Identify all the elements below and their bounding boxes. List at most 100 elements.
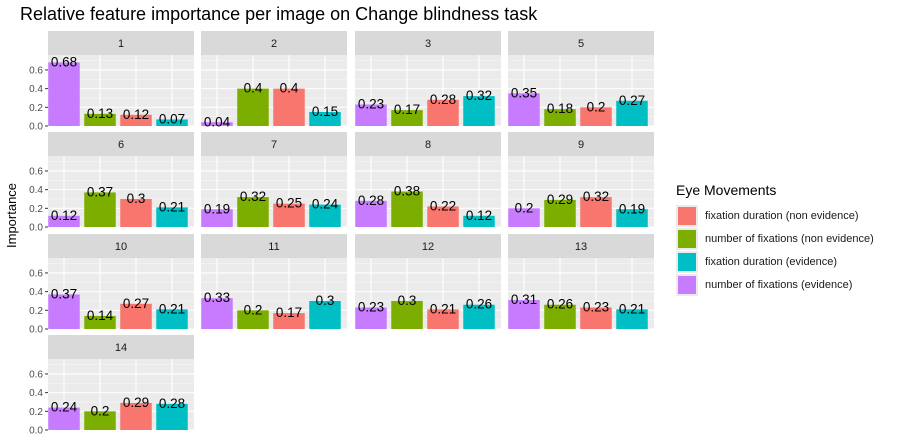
- y-tick-label: 0.6: [29, 65, 43, 76]
- facet-strip: [48, 132, 194, 156]
- bar: [237, 310, 269, 329]
- bar: [616, 309, 648, 329]
- bar: [48, 62, 80, 126]
- bar: [508, 300, 540, 329]
- bar: [120, 402, 152, 430]
- data-label: 0.35: [511, 85, 537, 100]
- bar: [309, 204, 341, 227]
- bar: [201, 298, 233, 329]
- y-tick-label: 0.0: [29, 325, 43, 336]
- facet-strip-label: 11: [268, 241, 279, 253]
- y-tick-label: 0.2: [29, 306, 43, 317]
- bar: [48, 215, 80, 227]
- bar: [508, 208, 540, 227]
- legend-label: number of fixations (evidence): [705, 278, 853, 291]
- data-label: 0.32: [466, 88, 492, 103]
- bar: [463, 304, 495, 329]
- bar: [427, 309, 459, 329]
- data-label: 0.12: [123, 107, 149, 122]
- bar: [120, 198, 152, 227]
- legend-item: number of fixations (non evidence): [676, 227, 874, 250]
- data-label: 0.33: [204, 290, 230, 305]
- facet-strip-label: 12: [422, 241, 434, 253]
- bar: [544, 304, 576, 329]
- bar: [580, 307, 612, 329]
- bar: [580, 197, 612, 227]
- y-tick-label: 0.0: [29, 122, 43, 133]
- legend-title: Eye Movements: [676, 182, 777, 198]
- facet-strip: [508, 132, 654, 156]
- legend-label: fixation duration (evidence): [705, 255, 838, 268]
- bar: [84, 192, 116, 227]
- legend-key: [676, 227, 698, 250]
- data-label: 0.21: [159, 301, 185, 316]
- facet-strip-label: 13: [575, 241, 587, 253]
- facet-strip: [48, 335, 194, 359]
- bar: [355, 200, 387, 227]
- bar: [156, 403, 188, 430]
- y-tick-label: 0.2: [29, 407, 43, 418]
- legend-swatch: [678, 252, 696, 271]
- facet-strip-label: 3: [425, 38, 431, 50]
- data-label: 0.24: [312, 197, 339, 212]
- data-label: 0.4: [280, 81, 299, 96]
- bar: [273, 313, 305, 329]
- y-tick-label: 0.4: [29, 388, 43, 399]
- data-label: 0.26: [466, 297, 492, 312]
- legend-key: [676, 204, 698, 227]
- legend-label: fixation duration (non evidence): [705, 209, 859, 222]
- bar: [463, 96, 495, 126]
- legend-item: fixation duration (evidence): [676, 250, 874, 273]
- data-label: 0.3: [316, 293, 335, 308]
- data-label: 0.2: [515, 200, 534, 215]
- facet-strip: [508, 234, 654, 258]
- legend-key: [676, 250, 698, 273]
- data-label: 0.27: [123, 296, 149, 311]
- data-label: 0.28: [159, 396, 185, 411]
- legend-swatch: [678, 206, 696, 225]
- data-label: 0.2: [91, 403, 110, 418]
- data-label: 0.2: [587, 99, 606, 114]
- bar: [273, 203, 305, 227]
- facet-strip: [355, 234, 501, 258]
- bar: [508, 93, 540, 126]
- bar: [273, 88, 305, 126]
- bar: [120, 303, 152, 329]
- data-label: 0.3: [127, 191, 146, 206]
- bar: [391, 110, 423, 126]
- facet-strip: [48, 31, 194, 55]
- facet-strip-label: 2: [271, 38, 277, 50]
- bar: [156, 119, 188, 126]
- bar: [616, 209, 648, 227]
- bar: [156, 309, 188, 329]
- data-label: 0.68: [51, 54, 77, 69]
- bar: [355, 104, 387, 126]
- facet-strip: [48, 234, 194, 258]
- data-label: 0.21: [619, 301, 645, 316]
- data-label: 0.28: [358, 193, 384, 208]
- bar: [48, 294, 80, 329]
- bar: [427, 206, 459, 227]
- data-label: 0.26: [547, 297, 573, 312]
- data-label: 0.19: [619, 201, 645, 216]
- legend-label: number of fixations (non evidence): [705, 232, 874, 245]
- data-label: 0.21: [430, 301, 456, 316]
- data-label: 0.25: [276, 196, 302, 211]
- legend: Eye Movements fixation duration (non evi…: [676, 182, 874, 296]
- facet-strip: [201, 234, 347, 258]
- legend-items: fixation duration (non evidence) number o…: [676, 204, 874, 296]
- bar: [309, 111, 341, 126]
- bar: [237, 197, 269, 227]
- bar: [237, 88, 269, 126]
- bar: [309, 300, 341, 329]
- chart-title: Relative feature importance per image on…: [20, 4, 538, 24]
- data-label: 0.2: [244, 302, 263, 317]
- legend-swatch: [678, 229, 696, 248]
- legend-key: [676, 273, 698, 296]
- bar: [84, 315, 116, 329]
- bar: [48, 407, 80, 430]
- data-label: 0.12: [466, 208, 492, 223]
- data-label: 0.15: [312, 104, 338, 119]
- bar: [427, 99, 459, 126]
- data-label: 0.37: [87, 184, 113, 199]
